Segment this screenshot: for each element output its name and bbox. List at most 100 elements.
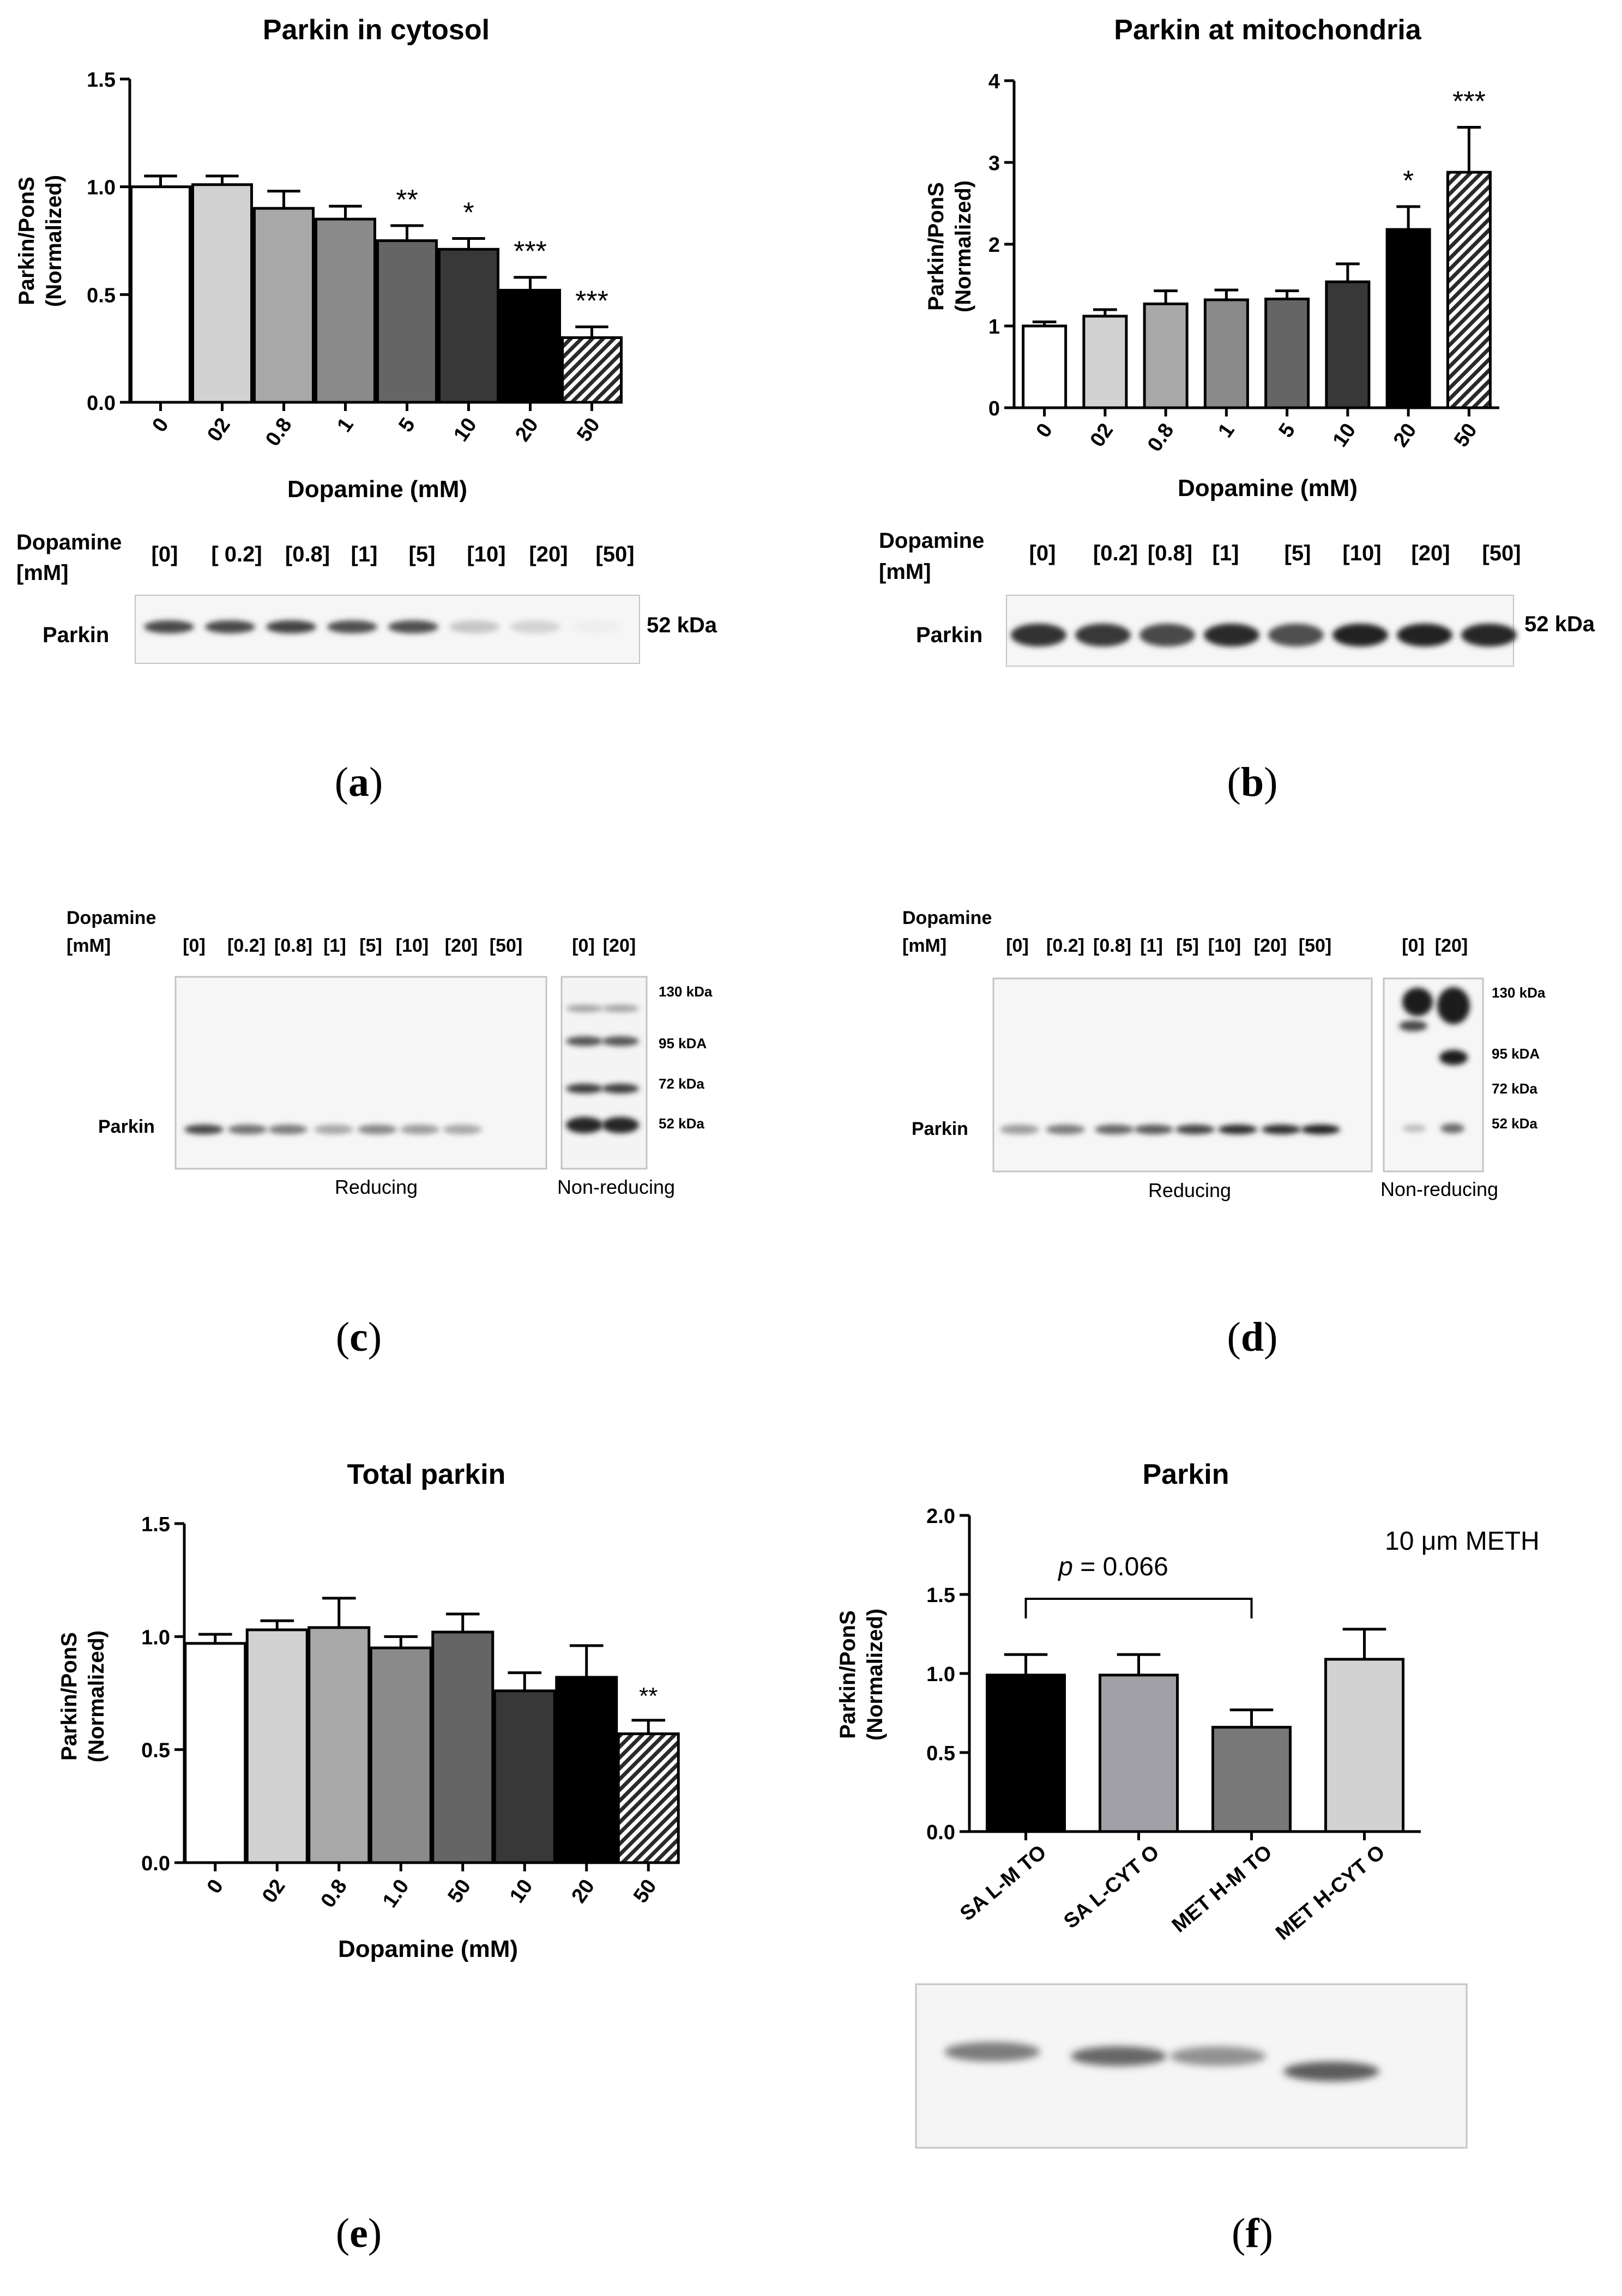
significance-label: **: [639, 1683, 658, 1709]
bar: [1022, 324, 1068, 409]
blot-lane-label: [0]: [183, 935, 206, 956]
blot-lane-label: [0.8]: [274, 935, 312, 956]
bar: [438, 247, 499, 404]
blot-row-label: Parkin: [98, 1116, 155, 1137]
blot-lane-label: [0]: [1402, 935, 1425, 956]
x-tick-label: 50: [572, 414, 605, 446]
bar: [245, 1628, 309, 1864]
blot-band: [388, 620, 438, 633]
significance-label: *: [463, 197, 474, 229]
blot-lane-label: [0.2]: [227, 935, 266, 956]
blot-lane-label: [20]: [1435, 935, 1468, 956]
blot-band: [1301, 1125, 1340, 1134]
reducing-label: Reducing: [1148, 1179, 1231, 1201]
blot-lane-label: [0]: [152, 542, 178, 566]
nonreducing-band: [1440, 1123, 1464, 1133]
kda-marker: 72 kDa: [659, 1076, 704, 1092]
chart-parkin-mitochondria: Parkin at mitochondria Parkin/PonS (Norm…: [924, 14, 1499, 502]
blot-lane-label: [50]: [1299, 935, 1331, 956]
x-tick-label: 1: [333, 414, 358, 436]
y-tick-label: 0.0: [141, 1852, 170, 1875]
blot-band: [1332, 624, 1388, 646]
kda-marker: 130 kDa: [659, 983, 713, 1000]
panel-label-a: (a): [335, 759, 383, 805]
x-tick-label: 0.8: [316, 1875, 352, 1912]
blot-lane-label: [5]: [409, 542, 436, 566]
blot-lane-label: [20]: [1254, 935, 1287, 956]
panel-label-e: (e): [336, 2210, 382, 2256]
bar: [499, 288, 561, 404]
blot-band: [1139, 624, 1195, 646]
significance-bracket: [1024, 1598, 1253, 1618]
x-tick-label: SA L-CYT O: [1059, 1841, 1163, 1934]
blot-band: [1397, 624, 1452, 646]
y-tick-label: 1: [988, 316, 1000, 339]
blot-band: [1075, 624, 1131, 646]
blot-band: [1170, 2046, 1266, 2066]
blot-band: [268, 1125, 307, 1134]
blot-lane-label: [20]: [445, 935, 478, 956]
x-tick-label: 02: [258, 1875, 290, 1907]
blot-lane-label: [0.8]: [1148, 541, 1192, 565]
nonreducing-band: [1399, 1020, 1427, 1031]
y-tick-label: 4: [988, 70, 1000, 93]
x-tick-label: 5: [1274, 419, 1300, 442]
chart-parkin-meth: Parkin 10 μm METH Parkin/PonS (Normalize…: [836, 1459, 1540, 1945]
nonreducing-band: [1437, 987, 1470, 1024]
bar: [1446, 171, 1492, 409]
x-tick-label: 5: [394, 414, 420, 436]
x-tick-label: 02: [1086, 419, 1118, 451]
y-tick-label: 0.5: [141, 1739, 170, 1762]
blot-lane-label: [0.8]: [285, 542, 330, 566]
x-tick-label: 10: [1329, 419, 1361, 451]
x-tick-label: 0.8: [261, 414, 297, 450]
y-tick-label: 1.5: [926, 1584, 955, 1607]
blot-row-label: Parkin: [916, 623, 982, 647]
y-axis-label-line2: (Normalized): [42, 175, 66, 307]
x-tick-label: 0: [148, 414, 173, 436]
blot-header-line1: Dopamine: [879, 529, 984, 553]
blot-lane-label: [0]: [1006, 935, 1029, 956]
blot-band: [1134, 1125, 1173, 1134]
nonreducing-label: Non-reducing: [1380, 1178, 1498, 1200]
nonreducing-band: [602, 1117, 639, 1133]
bar: [253, 207, 315, 404]
blot-kda-label: 52 kDa: [1524, 612, 1595, 636]
x-tick-label: MET H-M TO: [1168, 1841, 1276, 1937]
x-tick-label: 50: [443, 1875, 475, 1907]
blot-lane-label: [0]: [1029, 541, 1056, 565]
blot-band: [1283, 2062, 1379, 2081]
y-axis-label-line2: (Normalized): [85, 1630, 108, 1762]
y-tick-label: 0.5: [87, 284, 116, 307]
blot-band: [1071, 2046, 1167, 2066]
x-tick-label: 10: [449, 414, 481, 446]
nonreducing-band: [1439, 1050, 1468, 1065]
y-tick-label: 1.0: [141, 1626, 170, 1649]
significance-label: *: [1403, 165, 1414, 197]
x-tick-label: 20: [1389, 419, 1421, 451]
nonreducing-band: [602, 1036, 639, 1046]
y-axis-label-line1: Parkin/PonS: [15, 177, 39, 305]
blot-header-line1: Dopamine: [902, 908, 992, 928]
blot-band: [1175, 1125, 1215, 1134]
y-axis-label-line2: (Normalized): [863, 1609, 887, 1741]
blot-lane-label: [5]: [359, 935, 382, 956]
y-tick-label: 0: [988, 397, 1000, 420]
blot-band: [266, 620, 316, 633]
blot-band: [327, 620, 377, 633]
bar: [1325, 280, 1371, 409]
panel-label-b: (b): [1227, 759, 1278, 805]
bar: [369, 1646, 432, 1864]
bar: [130, 185, 191, 404]
kda-marker: 52 kDa: [1492, 1115, 1537, 1132]
x-tick-label: 20: [567, 1875, 599, 1907]
bar: [555, 1676, 618, 1864]
blot-lane-label: [50]: [1482, 541, 1521, 565]
blot-lane-label: [10]: [1208, 935, 1241, 956]
x-tick-label: 0.8: [1143, 419, 1179, 456]
kda-marker: 130 kDa: [1492, 984, 1546, 1001]
blot-lane-label: [1]: [1140, 935, 1163, 956]
panel-label-d: (d): [1227, 1314, 1278, 1360]
blot-band: [1204, 624, 1259, 646]
